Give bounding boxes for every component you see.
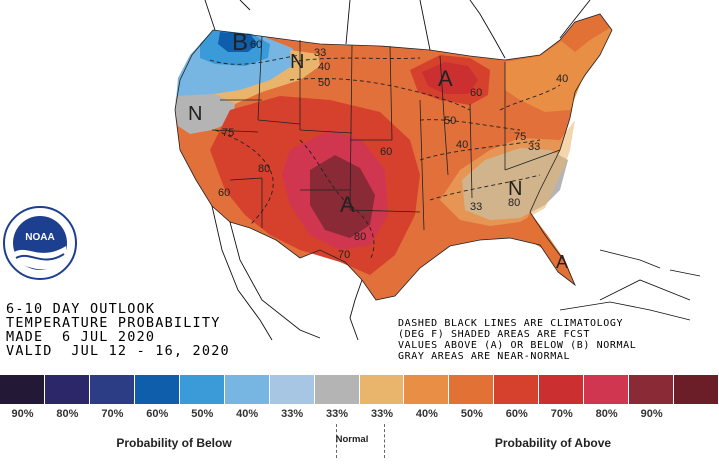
contour-label: 60	[250, 39, 262, 51]
legend-label: 60%	[146, 408, 169, 420]
note-line: GRAY AREAS ARE NEAR-NORMAL	[398, 351, 571, 362]
contour-label: 33	[528, 141, 540, 153]
svg-text:NOAA: NOAA	[25, 232, 54, 243]
title-line: TEMPERATURE PROBABILITY	[6, 315, 221, 331]
normal-label-north: N	[290, 51, 304, 73]
legend-swatch	[134, 375, 180, 404]
contour-label: 33	[314, 47, 326, 59]
contour-label: 80	[508, 197, 520, 209]
legend-label: 40%	[415, 408, 438, 420]
contour-label: 33	[470, 201, 482, 213]
contour-label: 50	[444, 115, 456, 127]
probability-legend-bar	[0, 375, 719, 404]
outlook-title-block: 6-10 DAY OUTLOOK TEMPERATURE PROBABILITY…	[6, 302, 286, 358]
legend-label	[674, 408, 719, 424]
legend-swatch	[314, 375, 360, 404]
title-line: MADE 6 JUL 2020	[6, 329, 156, 345]
normal-caption: Normal	[335, 434, 369, 445]
contour-label: 60	[470, 87, 482, 99]
legend-label: 90%	[640, 408, 663, 420]
legend-swatch	[0, 375, 45, 404]
near-normal-west	[175, 94, 235, 134]
contour-label: 75	[222, 127, 234, 139]
contour-label: 40	[318, 61, 330, 73]
legend-swatch	[404, 375, 450, 404]
legend-swatch	[629, 375, 675, 404]
legend-label: 50%	[191, 408, 214, 420]
legend-swatch	[584, 375, 630, 404]
noaa-logo: NOAA	[3, 206, 77, 280]
contour-label: 75	[514, 131, 526, 143]
contour-label: 60	[380, 146, 392, 158]
below-label: B	[232, 29, 248, 56]
climatology-contours	[209, 54, 561, 261]
contour-label: 40	[556, 73, 568, 85]
note-line: DASHED BLACK LINES ARE CLIMATOLOGY	[398, 318, 624, 329]
probability-legend-labels: 90% 80% 70% 60% 50% 40% 33% 33% 33% 40% 50% 60% 70% 8…	[0, 408, 719, 424]
legend-label: 33%	[370, 408, 393, 420]
legend-label: 60%	[505, 408, 528, 420]
contour-label: 60	[218, 187, 230, 199]
legend-label: 50%	[460, 408, 483, 420]
contour-label: 80	[354, 231, 366, 243]
map-notes: DASHED BLACK LINES ARE CLIMATOLOGY (DEG …	[398, 318, 716, 362]
outlook-map: B A A A N N N 60 33 40 50 60 75 80 60 70…	[3, 0, 701, 341]
contour-label: 70	[338, 249, 350, 261]
title-line: 6-10 DAY OUTLOOK	[6, 301, 156, 317]
normal-label-west: N	[188, 103, 202, 125]
legend-label: 80%	[595, 408, 618, 420]
normal-label-southeast: N	[508, 178, 522, 200]
legend-label: 90%	[11, 408, 34, 420]
legend-swatch	[44, 375, 90, 404]
title-line: VALID JUL 12 - 16, 2020	[6, 343, 230, 359]
normal-divider-right	[384, 424, 385, 458]
legend-swatch	[674, 375, 719, 404]
legend-swatch	[539, 375, 585, 404]
note-line: (DEG F) SHADED AREAS ARE FCST	[398, 329, 590, 340]
legend-label: 40%	[236, 408, 259, 420]
legend-label: 33%	[281, 408, 304, 420]
legend-swatch	[449, 375, 495, 404]
legend-swatch	[269, 375, 315, 404]
legend-swatch	[494, 375, 540, 404]
above-caption: Probability of Above	[494, 436, 612, 450]
above-label-plains: A	[340, 192, 355, 217]
legend-label: 80%	[56, 408, 79, 420]
above-label-florida: A	[556, 252, 568, 272]
contour-label: 50	[318, 77, 330, 89]
country-outlines	[204, 0, 691, 341]
legend-label: 70%	[550, 408, 573, 420]
state-borders	[174, 13, 613, 301]
legend-swatch	[179, 375, 225, 404]
legend-label: 33%	[326, 408, 349, 420]
above-label-great-lakes: A	[438, 66, 453, 91]
below-caption: Probability of Below	[116, 436, 232, 450]
legend-swatch	[89, 375, 135, 404]
legend-swatch	[359, 375, 405, 404]
legend-swatch	[224, 375, 270, 404]
contour-label: 40	[456, 139, 468, 151]
contour-label: 80	[258, 163, 270, 175]
legend-label: 70%	[101, 408, 124, 420]
caribbean-outlines	[559, 249, 701, 321]
note-line: VALUES ABOVE (A) OR BELOW (B) NORMAL	[398, 340, 637, 351]
normal-divider-left	[336, 424, 337, 458]
